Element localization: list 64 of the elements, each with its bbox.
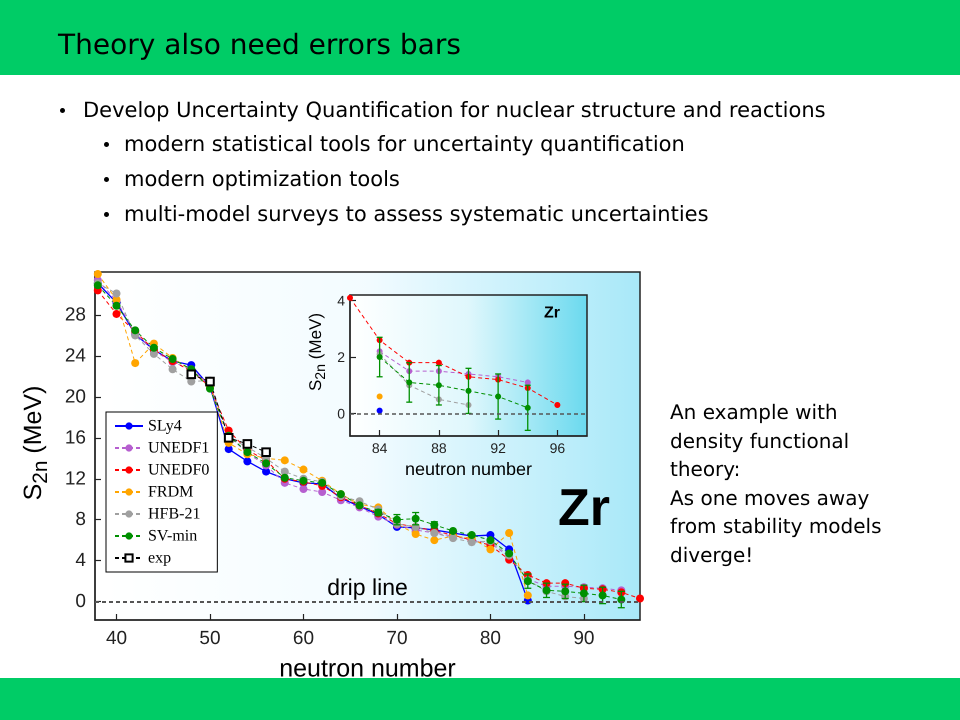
y-tick-label: 28: [64, 304, 86, 326]
legend-label: UNEDF1: [148, 440, 210, 456]
y-tick-label: 0: [337, 405, 346, 422]
legend-label: SV-min: [148, 528, 198, 544]
point: [486, 545, 494, 554]
x-tick-label: 90: [573, 628, 594, 649]
y-tick-label: 24: [64, 345, 86, 366]
x-tick-label: 84: [372, 440, 388, 456]
y-tick-label: 0: [75, 591, 86, 612]
x-tick-label: 70: [386, 628, 408, 649]
x-tick-label: 88: [431, 440, 447, 456]
legend-label: SLy4: [148, 418, 182, 434]
point: [376, 408, 383, 414]
annotation: Zr: [544, 304, 560, 322]
legend-label: HFB-21: [148, 506, 200, 522]
point: [505, 529, 514, 537]
point: [280, 456, 289, 464]
annotation: Zr: [558, 479, 610, 537]
point: [261, 447, 271, 457]
point: [112, 289, 120, 298]
point: [112, 302, 120, 310]
point: [636, 594, 644, 603]
x-tick-label: 96: [550, 440, 566, 456]
point: [412, 530, 420, 538]
point: [94, 270, 102, 278]
y-tick-label: 2: [337, 349, 346, 366]
y-tick-label: 12: [64, 468, 86, 490]
x-axis-title: neutron number: [404, 458, 532, 479]
point: [430, 536, 438, 544]
point: [186, 370, 196, 380]
point: [505, 549, 514, 558]
x-tick-label: 40: [106, 628, 128, 649]
text: modern statistical tools for uncertainty quantification: [124, 131, 686, 157]
legend-label: FRDM: [148, 484, 194, 500]
point: [112, 310, 120, 318]
x-tick-label: 60: [292, 628, 314, 649]
chart-title: Theory also need errors bars: [58, 27, 461, 63]
text: multi-model surveys to assess systematic uncertainties: [124, 201, 710, 227]
x-tick-label: 92: [490, 440, 506, 456]
y-tick-label: 8: [75, 509, 86, 530]
x-tick-label: 80: [480, 628, 501, 649]
legend-label: UNEDF0: [148, 462, 210, 478]
point: [554, 402, 560, 408]
x-tick-label: 50: [199, 628, 221, 649]
point: [524, 591, 532, 600]
point: [131, 359, 140, 368]
y-tick-label: 20: [64, 386, 86, 408]
legend-label: exp: [148, 550, 172, 566]
text: modern optimization tools: [124, 166, 401, 192]
text: An example with density functional theory: As one moves away from stability models diverge!: [670, 399, 883, 569]
chart-subtitle: Develop Uncertainty Quantification for nuclear structure and reactions: [83, 97, 826, 123]
x-axis-title: neutron number: [279, 654, 456, 682]
y-tick-label: 4: [337, 292, 346, 309]
y-tick-label: 4: [75, 550, 86, 572]
point: [347, 294, 353, 301]
point: [299, 484, 308, 493]
point: [242, 439, 252, 449]
point: [376, 394, 383, 400]
y-tick-label: 16: [64, 427, 86, 448]
point: [243, 457, 252, 466]
point: [299, 466, 308, 474]
point: [449, 526, 458, 535]
ref-line-label: drip line: [327, 574, 408, 600]
point: [168, 365, 177, 374]
